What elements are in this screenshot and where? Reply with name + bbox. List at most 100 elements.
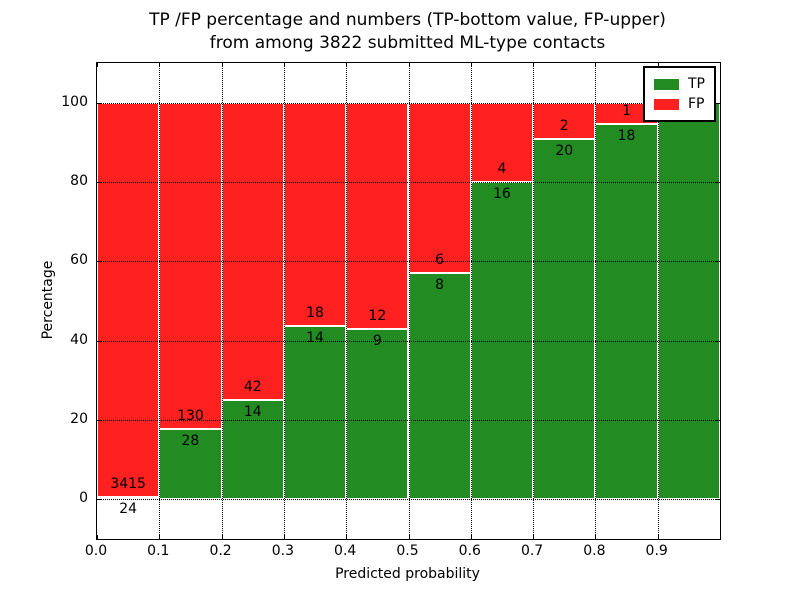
gridline-vertical bbox=[595, 63, 597, 539]
bar-tp-segment bbox=[221, 400, 284, 500]
bar-tp-segment bbox=[97, 496, 160, 500]
y-tick-mark-right bbox=[716, 182, 720, 183]
bar-label-tp: 16 bbox=[493, 186, 511, 202]
y-tick-label: 40 bbox=[70, 331, 88, 348]
legend-entry-tp: TP bbox=[654, 75, 705, 93]
y-tick-mark-right bbox=[716, 340, 720, 342]
x-tick-mark-bottom bbox=[533, 535, 535, 539]
x-tick-mark-bottom bbox=[221, 535, 223, 539]
y-tick-label: 20 bbox=[70, 411, 88, 427]
bar-label-tp: 18 bbox=[617, 127, 636, 144]
bar-label-tp: 9 bbox=[372, 333, 382, 350]
x-tick-mark-top bbox=[533, 63, 535, 67]
x-tick-mark-top bbox=[657, 63, 659, 67]
bar-fp-segment bbox=[97, 102, 160, 497]
gridline-vertical bbox=[408, 63, 410, 539]
bar-tp-segment bbox=[657, 102, 720, 500]
x-axis-label: Predicted probability bbox=[335, 566, 480, 582]
bar-label-tp: 8 bbox=[435, 276, 445, 293]
x-tick-label: 0.8 bbox=[583, 543, 606, 559]
legend-label-tp: TP bbox=[688, 76, 705, 92]
x-tick-mark-top bbox=[159, 63, 161, 67]
fp-color-swatch bbox=[654, 98, 679, 110]
x-tick-mark-top bbox=[97, 63, 98, 67]
gridline-vertical bbox=[470, 63, 472, 539]
bar-tp-segment bbox=[408, 272, 471, 500]
x-tick-mark-bottom bbox=[595, 535, 597, 539]
x-tick-label: 0.2 bbox=[209, 543, 232, 559]
y-tick-label: 80 bbox=[70, 173, 88, 189]
bar-tp-segment bbox=[595, 123, 658, 500]
x-tick-label: 0.3 bbox=[271, 543, 295, 559]
bar-label-fp: 1 bbox=[622, 102, 632, 119]
bar-fp-segment bbox=[159, 102, 222, 430]
x-tick-mark-bottom bbox=[657, 535, 659, 539]
x-tick-mark-top bbox=[346, 63, 348, 67]
y-axis-label: Percentage bbox=[40, 260, 56, 340]
bar-label-tp: 14 bbox=[243, 404, 262, 421]
bar-fp-segment bbox=[408, 102, 471, 273]
x-tick-label: 0.0 bbox=[84, 543, 108, 559]
x-tick-label: 0.9 bbox=[645, 543, 668, 559]
x-tick-label: 0.1 bbox=[147, 543, 170, 559]
gridline-vertical bbox=[159, 63, 161, 539]
bar-label-fp: 3415 bbox=[110, 475, 146, 492]
x-tick-mark-top bbox=[470, 63, 472, 67]
x-tick-mark-top bbox=[283, 63, 285, 67]
x-tick-mark-top bbox=[408, 63, 410, 67]
y-tick-label: 60 bbox=[70, 252, 88, 269]
x-tick-label: 0.6 bbox=[458, 543, 481, 559]
bar-label-tp: 24 bbox=[119, 500, 138, 517]
bar-label-fp: 12 bbox=[368, 308, 387, 325]
x-tick-mark-bottom bbox=[97, 535, 98, 539]
y-tick-label: 100 bbox=[61, 93, 88, 110]
legend: TP FP bbox=[643, 66, 716, 122]
gridline-vertical bbox=[283, 63, 285, 539]
bar-fp-segment bbox=[346, 102, 409, 330]
y-tick-mark-left bbox=[97, 499, 101, 501]
legend-entry-fp: FP bbox=[654, 95, 705, 113]
x-tick-mark-top bbox=[595, 63, 597, 67]
bar-fp-segment bbox=[283, 102, 347, 326]
x-tick-label: 0.7 bbox=[520, 543, 544, 559]
bar-fp-segment bbox=[221, 102, 284, 401]
bar-fp-segment bbox=[470, 102, 534, 182]
x-tick-mark-top bbox=[221, 63, 223, 67]
x-tick-mark-bottom bbox=[346, 535, 348, 539]
y-tick-mark-right bbox=[716, 261, 720, 263]
gridline-vertical bbox=[221, 63, 223, 539]
gridline-vertical bbox=[346, 63, 348, 539]
y-tick-mark-left bbox=[97, 182, 101, 183]
y-tick-mark-left bbox=[97, 420, 101, 421]
bar-tp-segment bbox=[283, 325, 347, 500]
x-tick-label: 0.5 bbox=[396, 543, 419, 559]
y-tick-mark-right bbox=[716, 420, 720, 421]
chart-title-line2: from among 3822 submitted ML-type contac… bbox=[209, 33, 606, 53]
y-tick-mark-right bbox=[716, 102, 720, 104]
y-tick-mark-left bbox=[97, 261, 101, 263]
bar-label-fp: 6 bbox=[435, 251, 445, 268]
legend-label-fp: FP bbox=[688, 96, 705, 112]
y-tick-label: 0 bbox=[79, 490, 88, 507]
x-tick-mark-bottom bbox=[470, 535, 472, 539]
x-tick-mark-bottom bbox=[408, 535, 410, 539]
tp-color-swatch bbox=[654, 78, 679, 90]
bar-label-fp: 42 bbox=[243, 379, 262, 396]
x-tick-mark-bottom bbox=[159, 535, 161, 539]
plot-area: 34152413028421418141296841622011841 TP F… bbox=[96, 62, 721, 540]
y-tick-mark-right bbox=[716, 499, 720, 501]
bar-label-fp: 2 bbox=[559, 117, 569, 134]
bar-label-tp: 20 bbox=[555, 142, 574, 159]
bar-label-tp: 28 bbox=[181, 433, 200, 450]
bar-label-tp: 14 bbox=[306, 329, 324, 346]
bar-tp-segment bbox=[533, 138, 596, 500]
gridline-vertical bbox=[657, 63, 659, 539]
bar-label-fp: 18 bbox=[306, 304, 324, 321]
bar-label-fp: 130 bbox=[177, 408, 204, 425]
gridline-vertical bbox=[533, 63, 535, 539]
chart-title: TP /FP percentage and numbers (TP-bottom… bbox=[96, 9, 719, 55]
bar-label-fp: 4 bbox=[497, 161, 507, 177]
chart-title-line1: TP /FP percentage and numbers (TP-bottom… bbox=[149, 10, 666, 30]
y-tick-mark-left bbox=[97, 102, 101, 104]
